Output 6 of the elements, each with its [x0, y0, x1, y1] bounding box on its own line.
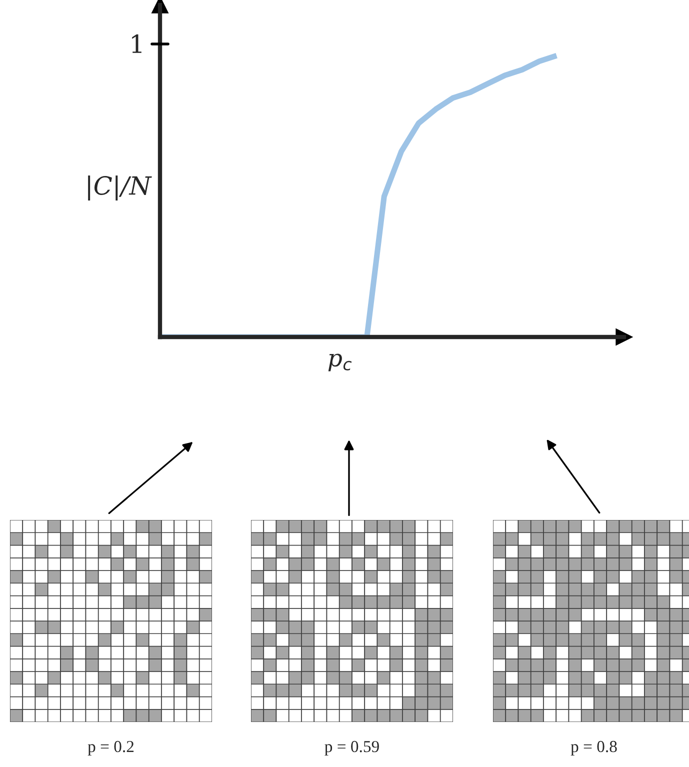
text: p = 0.8	[570, 740, 617, 756]
text: p = 0.59	[324, 740, 379, 756]
text: p$_{c}$	[328, 354, 352, 372]
y-axis-title: |C|/N	[88, 176, 152, 200]
text: p = 0.2	[88, 740, 134, 756]
text: 1	[132, 34, 142, 53]
